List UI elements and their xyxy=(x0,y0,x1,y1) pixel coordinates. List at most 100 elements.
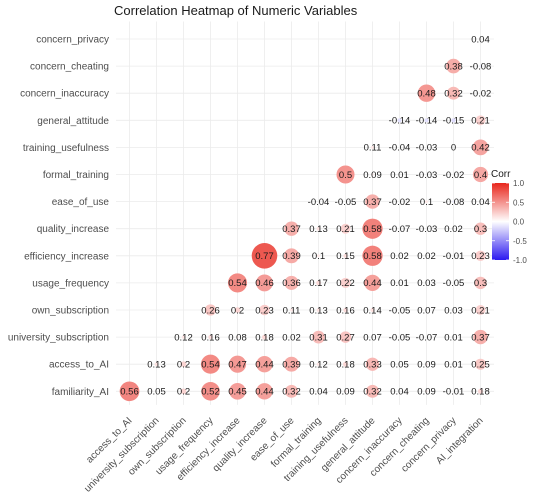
cell-value-label: 0.13 xyxy=(309,305,328,316)
cell-value-label: 0.37 xyxy=(471,332,490,343)
cell-value-label: -0.03 xyxy=(416,143,438,154)
cell-value-label: -0.05 xyxy=(389,305,411,316)
cell-circle xyxy=(284,221,299,236)
cell-circle xyxy=(228,355,247,373)
cell-circle xyxy=(181,335,186,339)
cell-value-label: 0.02 xyxy=(417,251,436,262)
cell-value-label: 0.21 xyxy=(471,305,490,316)
cell-value-label: 0.32 xyxy=(363,387,382,398)
cell-circle xyxy=(370,308,375,312)
cell-value-label: -0.03 xyxy=(416,224,438,235)
cell-value-label: 0.23 xyxy=(255,305,274,316)
chart-title: Correlation Heatmap of Numeric Variables xyxy=(114,3,358,18)
cell-value-label: 0.12 xyxy=(309,360,328,371)
cell-value-label: -0.14 xyxy=(416,116,438,127)
legend-colorbar xyxy=(492,183,509,260)
cell-value-label: 0.5 xyxy=(339,170,352,181)
cell-circle xyxy=(365,357,380,371)
cell-value-label: 0 xyxy=(451,143,456,154)
cell-value-label: 0.3 xyxy=(474,224,487,235)
cell-value-label: 0.09 xyxy=(417,360,436,371)
cell-value-label: -0.07 xyxy=(416,332,438,343)
cell-circle xyxy=(251,243,278,269)
cell-value-label: 0.04 xyxy=(471,197,490,208)
cell-value-label: 0.2 xyxy=(177,387,190,398)
cell-circle xyxy=(200,354,221,374)
cell-circle xyxy=(316,280,321,286)
cell-value-label: 0.16 xyxy=(201,332,220,343)
cell-circle xyxy=(285,384,298,398)
cell-circle xyxy=(474,276,487,290)
cell-value-label: -0.01 xyxy=(443,251,465,262)
cell-value-label: 0.05 xyxy=(390,360,409,371)
cell-circle xyxy=(451,118,456,123)
cell-circle xyxy=(472,166,489,183)
cell-value-label: 0.44 xyxy=(255,387,274,398)
y-tick-label: concern_cheating xyxy=(30,62,109,73)
cell-value-label: 0.33 xyxy=(363,360,382,371)
cell-circle xyxy=(316,362,321,366)
cell-circle xyxy=(229,383,246,400)
cell-value-label: 0.08 xyxy=(228,332,247,343)
cell-circle xyxy=(447,86,460,100)
cell-value-label: 0.58 xyxy=(363,224,382,235)
y-tick-label: access_to_AI xyxy=(49,360,109,371)
cell-value-label: -0.02 xyxy=(389,197,411,208)
cell-circle xyxy=(362,218,383,239)
y-tick-label: ease_of_use xyxy=(52,197,110,208)
cell-circle xyxy=(284,356,299,372)
cell-circle xyxy=(425,390,428,393)
cell-circle xyxy=(316,226,321,231)
grid xyxy=(116,21,494,405)
cell-circle xyxy=(256,383,273,400)
cell-value-label: 0.03 xyxy=(417,278,436,289)
cell-value-label: -0.15 xyxy=(443,116,465,127)
cell-value-label: 0.44 xyxy=(363,278,382,289)
cell-value-label: 0.52 xyxy=(201,387,220,398)
cell-circle xyxy=(425,200,428,204)
cell-circle xyxy=(362,245,383,266)
cell-circle xyxy=(208,334,213,340)
cell-value-label: 0.23 xyxy=(471,251,490,262)
cell-circle xyxy=(477,388,484,394)
cell-value-label: 0.32 xyxy=(444,89,463,100)
cell-value-label: 0.09 xyxy=(363,170,382,181)
cell-circle xyxy=(340,223,351,234)
cell-circle xyxy=(204,304,217,316)
cell-value-label: 0.07 xyxy=(417,305,436,316)
cell-circle xyxy=(479,64,482,68)
cell-value-label: 0.48 xyxy=(417,89,436,100)
cells: 0.04 0.38 -0.08 0.48 0.32 -0.02 -0.14 -0.14 -0.1… xyxy=(119,34,491,402)
legend-tick-label: 1.0 xyxy=(513,179,525,188)
y-tick-label: formal_training xyxy=(43,170,109,181)
cell-value-label: 0.42 xyxy=(471,143,490,154)
legend-title: Corr xyxy=(491,169,511,180)
legend-tick-label: 0.5 xyxy=(513,198,525,207)
cell-value-label: 0.13 xyxy=(147,360,166,371)
cell-value-label: 0.04 xyxy=(309,387,328,398)
cell-value-label: 0.14 xyxy=(363,305,382,316)
cell-value-label: 0.17 xyxy=(309,278,328,289)
cell-value-label: 0.4 xyxy=(474,170,487,181)
cell-circle xyxy=(261,334,268,340)
legend-tick-label: -0.5 xyxy=(513,237,527,246)
cell-value-label: -0.01 xyxy=(443,387,465,398)
cell-value-label: 0.02 xyxy=(390,251,409,262)
cell-value-label: 0.07 xyxy=(363,332,382,343)
cell-value-label: -0.02 xyxy=(443,170,465,181)
y-tick-label: university_subscription xyxy=(8,333,109,344)
cell-circle xyxy=(344,390,347,393)
cell-value-label: 0.37 xyxy=(363,197,382,208)
cell-circle xyxy=(474,222,487,235)
cell-circle xyxy=(336,165,355,184)
cell-value-label: 0.47 xyxy=(228,360,247,371)
cell-value-label: 0.27 xyxy=(336,332,355,343)
cell-value-label: 0.18 xyxy=(471,387,490,398)
cell-circle xyxy=(364,274,381,292)
cell-value-label: 0.02 xyxy=(282,332,301,343)
cell-value-label: 0.54 xyxy=(201,360,220,371)
cell-circle xyxy=(256,274,273,292)
cell-circle xyxy=(475,250,486,262)
cell-circle xyxy=(365,194,380,209)
